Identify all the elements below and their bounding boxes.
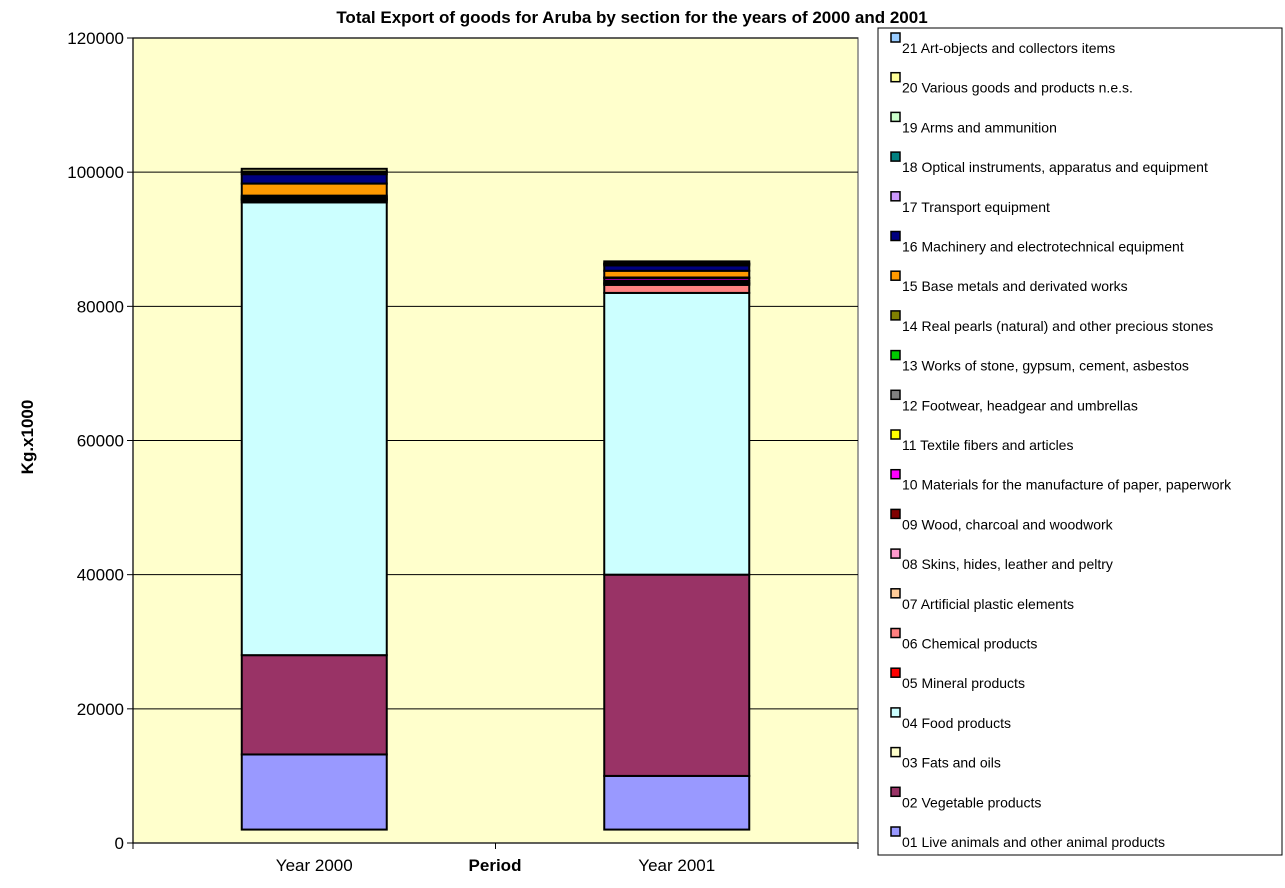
y-tick-label: 0: [115, 834, 124, 853]
legend-swatch: [890, 270, 901, 281]
legend-swatch: [890, 627, 901, 639]
legend-swatch: [890, 191, 901, 202]
legend-swatch: [890, 707, 901, 718]
legend-label: 01 Live animals and other animal product…: [902, 834, 1165, 850]
x-tick-label: Year 2001: [638, 856, 715, 875]
bar-segment-2: [603, 573, 751, 777]
bar-segment-1: [240, 753, 388, 831]
legend-label: 14 Real pearls (natural) and other preci…: [902, 318, 1213, 334]
legend-swatch: [890, 151, 901, 162]
bar-segment-16: [240, 173, 388, 185]
legend-label: 16 Machinery and electrotechnical equipm…: [902, 239, 1184, 255]
legend-swatch: [890, 310, 901, 321]
legend-label: 12 Footwear, headgear and umbrellas: [902, 397, 1138, 413]
legend-swatch: [890, 588, 901, 599]
bar-segment-4: [240, 201, 388, 657]
legend-swatch: [890, 111, 901, 123]
bar-segment-1: [603, 774, 751, 831]
legend-label: 15 Base metals and derivated works: [902, 278, 1128, 294]
legend-label: 05 Mineral products: [902, 675, 1025, 691]
legend-label: 13 Works of stone, gypsum, cement, asbes…: [902, 358, 1189, 374]
legend-label: 21 Art-objects and collectors items: [902, 40, 1115, 56]
x-tick-label: Year 2000: [276, 856, 353, 875]
legend-label: 17 Transport equipment: [902, 199, 1050, 215]
legend-swatch: [890, 667, 901, 678]
legend-label: 04 Food products: [902, 715, 1011, 731]
legend-label: 03 Fats and oils: [902, 755, 1001, 771]
legend: [877, 27, 1283, 856]
y-tick-label: 60000: [77, 432, 124, 451]
legend-label: 06 Chemical products: [902, 636, 1037, 652]
legend-swatch: [890, 548, 901, 559]
legend-swatch: [890, 429, 901, 440]
bar-segment-15: [240, 182, 388, 197]
legend-swatch: [890, 71, 901, 83]
legend-label: 19 Arms and ammunition: [902, 119, 1057, 135]
legend-label: 02 Vegetable products: [902, 794, 1041, 810]
y-tick-label: 80000: [77, 297, 124, 316]
legend-swatch: [890, 349, 901, 361]
y-axis-label: Kg.x1000: [18, 400, 37, 475]
bar-segment-20: [603, 260, 751, 265]
legend-label: 11 Textile fibers and articles: [902, 437, 1073, 453]
bar-segment-6: [603, 283, 751, 294]
legend-label: 10 Materials for the manufacture of pape…: [902, 477, 1232, 493]
bar-segment-2: [240, 654, 388, 756]
legend-label: 18 Optical instruments, apparatus and eq…: [902, 159, 1208, 175]
chart-title: Total Export of goods for Aruba by secti…: [336, 8, 927, 27]
legend-swatch: [890, 786, 901, 798]
legend-swatch: [890, 746, 901, 758]
bar-segment-4: [603, 291, 751, 576]
bar-segment-15: [603, 269, 751, 279]
legend-label: 09 Wood, charcoal and woodwork: [902, 516, 1114, 532]
legend-label: 20 Various goods and products n.e.s.: [902, 80, 1133, 96]
y-tick-label: 40000: [77, 566, 124, 585]
y-tick-label: 20000: [77, 700, 124, 719]
legend-swatch: [890, 826, 901, 837]
legend-label: 08 Skins, hides, leather and peltry: [902, 556, 1113, 572]
y-tick-label: 100000: [67, 163, 124, 182]
legend-swatch: [890, 32, 901, 43]
bar-segment-20: [240, 167, 388, 173]
legend-label: 07 Artificial plastic elements: [902, 596, 1074, 612]
legend-swatch: [890, 468, 901, 480]
legend-swatch: [890, 230, 901, 242]
y-tick-label: 120000: [67, 29, 124, 48]
x-axis-label: Period: [469, 856, 522, 875]
legend-swatch: [890, 389, 901, 401]
legend-swatch: [890, 508, 901, 520]
